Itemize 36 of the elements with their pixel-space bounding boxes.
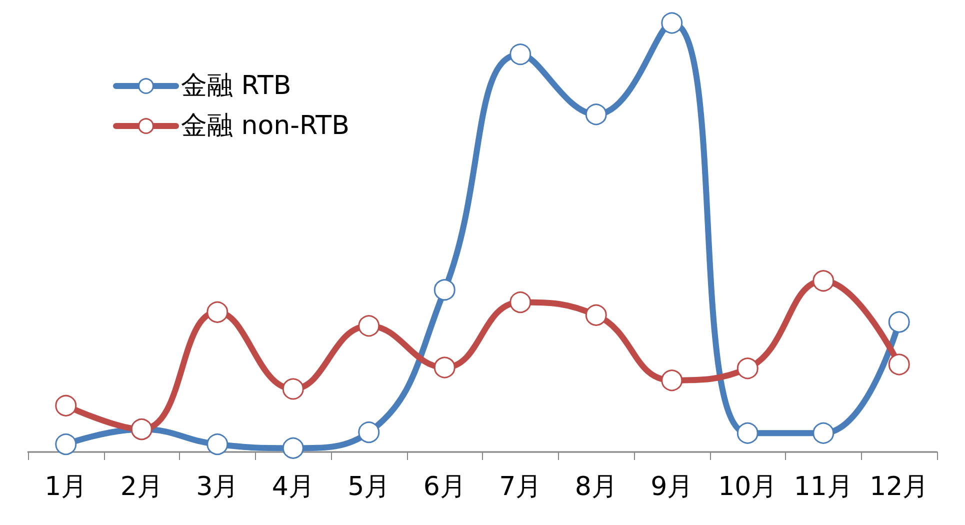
point: [55, 394, 77, 416]
point: [510, 44, 532, 66]
x-tick-label: 1月: [44, 472, 88, 502]
point: [661, 12, 683, 34]
point: [358, 315, 380, 337]
x-tick-label: 3月: [196, 472, 239, 502]
x-tick-label: 10月: [718, 472, 778, 502]
point: [282, 437, 304, 459]
point: [510, 292, 532, 314]
legend-label: 金融 RTB: [181, 71, 292, 101]
point: [736, 422, 758, 444]
x-tick-label: 11月: [794, 472, 853, 502]
x-tick-label: 9月: [650, 472, 694, 502]
legend-label: 金融 non-RTB: [181, 111, 350, 141]
point: [206, 434, 228, 456]
point: [55, 434, 77, 456]
point: [206, 301, 228, 323]
point: [585, 104, 607, 126]
point: [661, 370, 683, 392]
point: [282, 378, 304, 400]
x-tick-label: 5月: [348, 472, 390, 502]
x-tick-label: 8月: [574, 472, 618, 502]
point: [888, 354, 910, 376]
x-tick-label: 4月: [272, 472, 314, 502]
point: [358, 422, 380, 444]
x-tick-label: 2月: [120, 472, 163, 502]
point: [888, 311, 910, 333]
point: [434, 279, 456, 301]
x-tick-label: 7月: [499, 472, 542, 502]
point: [585, 304, 607, 326]
point: [812, 422, 834, 444]
point: [736, 358, 758, 380]
point: [812, 270, 834, 292]
x-tick-label: 6月: [423, 472, 466, 502]
x-tick-label: 12月: [870, 472, 929, 502]
point: [434, 356, 456, 378]
